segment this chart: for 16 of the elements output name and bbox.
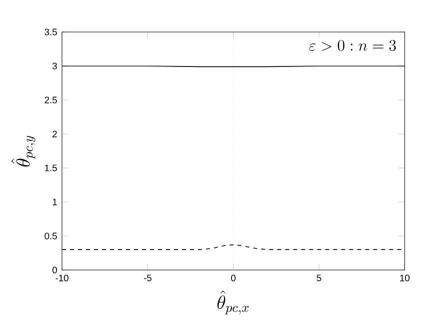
x-tick-label: 5 bbox=[316, 274, 322, 282]
x-axis-title: $\hat{\theta}_{pc,x}$ bbox=[217, 290, 249, 314]
y-tick-label: 1.5 bbox=[45, 164, 57, 172]
y-tick-label: 0 bbox=[52, 266, 57, 274]
x-tick-label: -10 bbox=[56, 274, 68, 282]
annotation: $\varepsilon > 0 : n = 3$ bbox=[309, 40, 396, 52]
y-axis-title: $\hat{\theta}_{pc,y}$ bbox=[11, 136, 36, 167]
y-tick-label: 2.5 bbox=[44, 96, 57, 104]
x-tick-label: 10 bbox=[400, 274, 410, 282]
x-tick-label: -5 bbox=[144, 274, 152, 282]
y-tick-label: 0.5 bbox=[44, 232, 57, 240]
y-tick-label: 3 bbox=[52, 62, 57, 70]
y-tick-label: 3.5 bbox=[44, 28, 57, 36]
y-tick-label: 2 bbox=[52, 130, 57, 138]
y-tick-label: 1 bbox=[52, 198, 57, 206]
x-tick-label: 0 bbox=[231, 274, 236, 282]
